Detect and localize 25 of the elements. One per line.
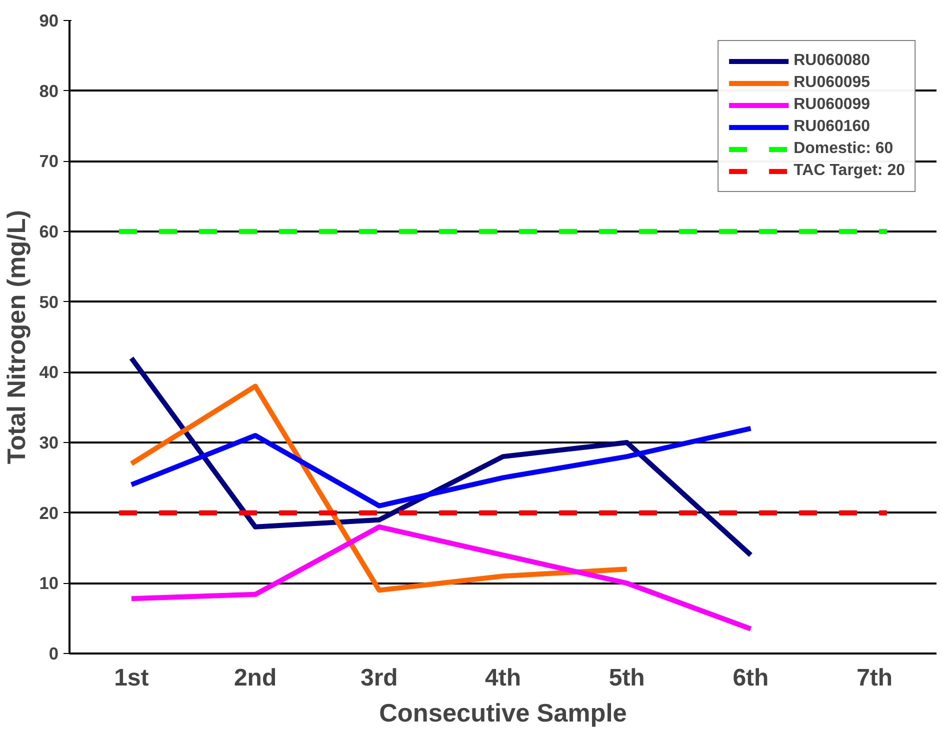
y-tick-label: 10 — [39, 573, 59, 594]
y-tick-label: 50 — [39, 292, 59, 312]
y-axis-title: Total Nitrogen (mg/L) — [3, 210, 32, 464]
x-tick-label: 3rd — [360, 664, 398, 692]
y-tick-label: 40 — [39, 362, 59, 382]
y-tick-label: 90 — [39, 10, 59, 30]
x-tick-label: 6th — [732, 664, 769, 692]
legend-label: RU060099 — [794, 96, 870, 114]
y-tick-label: 30 — [39, 432, 59, 452]
y-tick-label: 0 — [48, 644, 59, 664]
x-axis-title: Consecutive Sample — [379, 700, 627, 728]
legend-label: TAC Target: 20 — [794, 162, 905, 180]
x-tick-label: 4th — [485, 664, 521, 692]
x-tick-label: 5th — [608, 664, 645, 692]
y-tick-label: 70 — [39, 151, 59, 172]
x-tick-label: 1st — [114, 664, 149, 692]
y-tick-label: 60 — [39, 222, 59, 242]
x-tick-label: 7th — [856, 664, 893, 692]
legend-label: Domestic: 60 — [794, 140, 894, 158]
legend-label: RU060160 — [794, 118, 870, 136]
y-tick-label: 20 — [39, 502, 59, 523]
legend-label: RU060095 — [794, 74, 870, 92]
legend-label: RU060080 — [794, 52, 870, 70]
x-tick-label: 2nd — [234, 664, 277, 692]
y-tick-label: 80 — [39, 80, 59, 101]
